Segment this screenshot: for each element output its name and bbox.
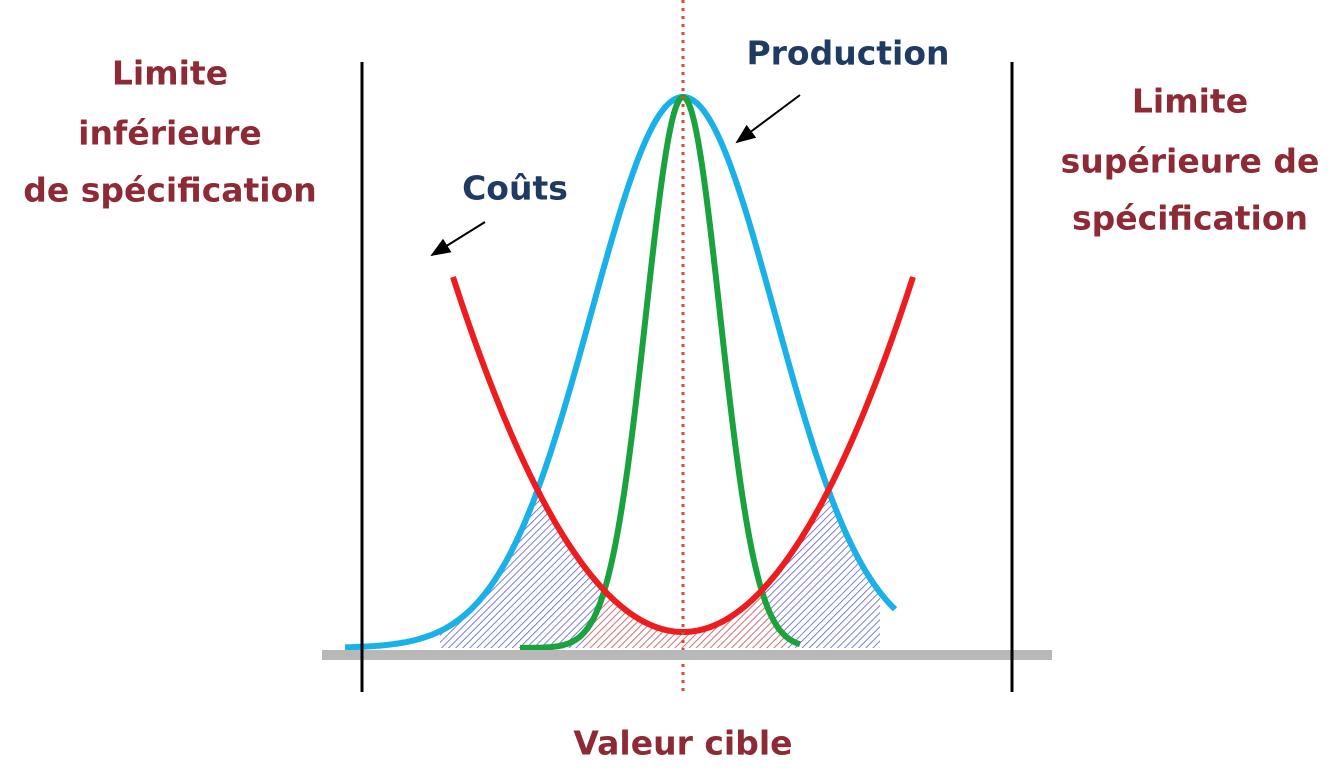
costs-label: Coûts <box>462 169 568 208</box>
production-label: Production <box>746 34 949 73</box>
upper-limit-line-3: spécification <box>1072 199 1308 238</box>
production-arrow <box>735 94 801 144</box>
red-hatch <box>585 591 785 648</box>
upper-limit-line-1: Limite <box>1132 82 1248 121</box>
process-curve <box>520 94 801 651</box>
target-label: Valeur cible <box>573 724 792 763</box>
costs-arrow <box>430 221 486 257</box>
lower-limit-line-1: Limite <box>112 54 228 93</box>
lower-limit-line-2: inférieure <box>78 114 262 153</box>
curves <box>344 93 916 651</box>
lower-limit-line-3: de spécification <box>23 171 317 210</box>
upper-limit-line-2: supérieure de <box>1061 142 1320 181</box>
production-curve <box>344 93 898 651</box>
